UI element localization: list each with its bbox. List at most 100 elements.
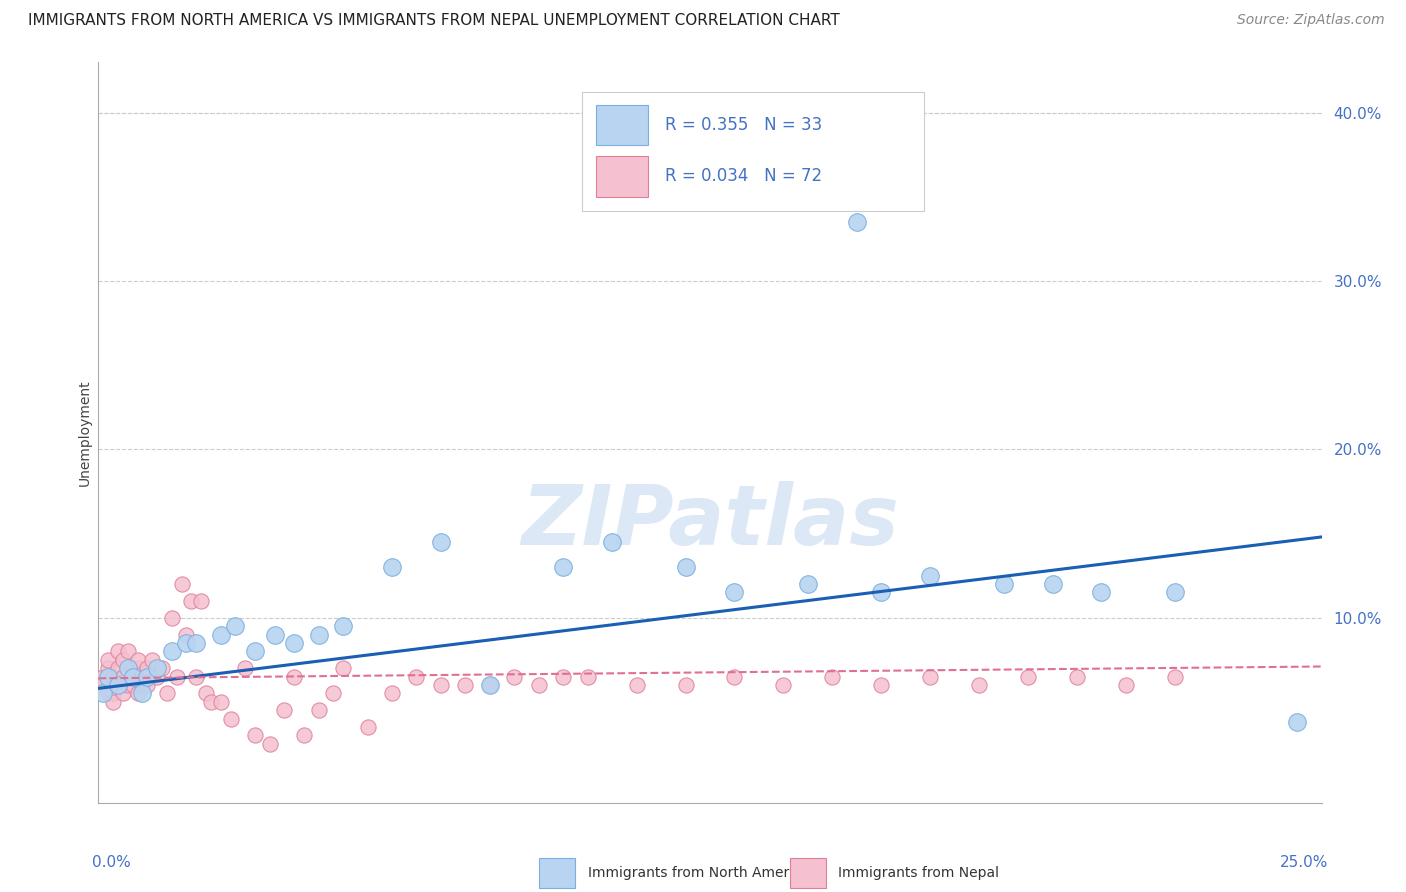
FancyBboxPatch shape	[596, 104, 648, 145]
Point	[845, 215, 868, 229]
Point	[259, 737, 281, 751]
Point	[576, 670, 599, 684]
Text: Source: ZipAtlas.com: Source: ZipAtlas.com	[1237, 13, 1385, 28]
Point	[97, 686, 120, 700]
Point	[107, 644, 129, 658]
Point	[131, 670, 153, 684]
Point	[160, 644, 183, 658]
Point	[97, 670, 120, 684]
Point	[195, 686, 218, 700]
Point	[127, 661, 149, 675]
Point	[723, 585, 745, 599]
Point	[1164, 670, 1187, 684]
Point	[117, 661, 139, 675]
Point	[772, 678, 794, 692]
Point	[170, 577, 193, 591]
Point	[156, 686, 179, 700]
Point	[993, 577, 1015, 591]
Point	[283, 670, 305, 684]
Point	[920, 568, 942, 582]
Point	[292, 729, 315, 743]
Point	[101, 695, 124, 709]
Point	[675, 678, 697, 692]
Y-axis label: Unemployment: Unemployment	[77, 379, 91, 486]
Point	[97, 653, 120, 667]
Point	[332, 619, 354, 633]
Point	[870, 678, 893, 692]
Point	[141, 653, 163, 667]
Point	[920, 670, 942, 684]
Point	[219, 712, 242, 726]
Point	[478, 678, 501, 692]
Point	[283, 636, 305, 650]
FancyBboxPatch shape	[538, 858, 575, 888]
Point	[870, 585, 893, 599]
Point	[117, 644, 139, 658]
Point	[675, 560, 697, 574]
Point	[527, 678, 550, 692]
Point	[166, 670, 188, 684]
Point	[308, 703, 330, 717]
Text: Immigrants from Nepal: Immigrants from Nepal	[838, 866, 1000, 880]
Point	[503, 670, 526, 684]
Text: 25.0%: 25.0%	[1279, 855, 1327, 870]
Point	[121, 661, 143, 675]
Point	[626, 678, 648, 692]
Point	[797, 577, 820, 591]
Point	[117, 678, 139, 692]
Point	[600, 535, 623, 549]
Point	[176, 636, 198, 650]
Point	[273, 703, 295, 717]
Point	[186, 636, 208, 650]
Point	[243, 729, 266, 743]
Point	[146, 661, 169, 675]
Point	[190, 594, 212, 608]
Point	[553, 670, 575, 684]
Text: R = 0.034   N = 72: R = 0.034 N = 72	[665, 168, 823, 186]
Point	[200, 695, 222, 709]
Text: ZIPatlas: ZIPatlas	[522, 481, 898, 562]
Point	[332, 661, 354, 675]
Point	[111, 670, 134, 684]
Point	[1090, 585, 1112, 599]
Point	[91, 670, 114, 684]
Point	[97, 661, 120, 675]
Point	[101, 686, 124, 700]
Point	[430, 678, 453, 692]
Point	[111, 686, 134, 700]
Point	[381, 686, 404, 700]
Point	[1066, 670, 1088, 684]
Point	[967, 678, 990, 692]
Point	[127, 686, 149, 700]
Point	[308, 627, 330, 641]
Point	[91, 678, 114, 692]
Point	[209, 695, 232, 709]
Point	[478, 678, 501, 692]
FancyBboxPatch shape	[582, 92, 924, 211]
FancyBboxPatch shape	[596, 156, 648, 197]
Point	[263, 627, 285, 641]
Point	[209, 627, 232, 641]
Point	[1164, 585, 1187, 599]
Text: R = 0.355   N = 33: R = 0.355 N = 33	[665, 116, 823, 134]
Point	[356, 720, 378, 734]
Text: IMMIGRANTS FROM NORTH AMERICA VS IMMIGRANTS FROM NEPAL UNEMPLOYMENT CORRELATION : IMMIGRANTS FROM NORTH AMERICA VS IMMIGRA…	[28, 13, 839, 29]
Point	[101, 670, 124, 684]
Point	[131, 678, 153, 692]
Point	[454, 678, 477, 692]
Point	[243, 644, 266, 658]
Point	[91, 686, 114, 700]
Point	[176, 627, 198, 641]
Text: 0.0%: 0.0%	[93, 855, 131, 870]
Point	[107, 678, 129, 692]
Point	[111, 653, 134, 667]
Point	[131, 686, 153, 700]
Point	[127, 653, 149, 667]
Point	[322, 686, 344, 700]
Point	[121, 670, 143, 684]
Point	[381, 560, 404, 574]
Point	[1115, 678, 1137, 692]
Point	[160, 611, 183, 625]
Point	[233, 661, 256, 675]
Point	[1042, 577, 1064, 591]
